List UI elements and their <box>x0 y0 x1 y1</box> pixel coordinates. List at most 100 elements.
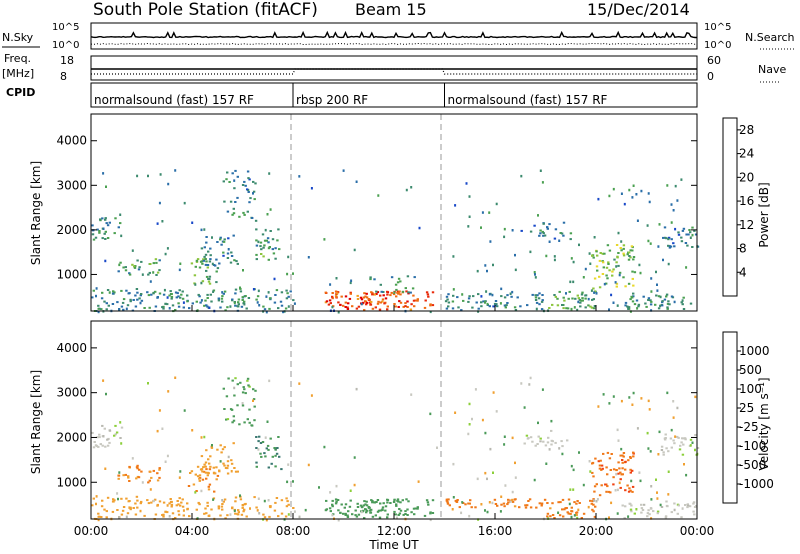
echo-point <box>407 500 410 503</box>
echo-point <box>255 447 258 449</box>
echo-point <box>128 272 131 275</box>
nsky-trace <box>90 30 697 39</box>
echo-point <box>647 299 650 301</box>
echo-point <box>566 307 570 310</box>
echo-point <box>227 237 230 240</box>
echo-point <box>384 297 388 300</box>
y-tick-label: 4000 <box>56 134 87 148</box>
echo-point <box>182 509 185 512</box>
echo-point <box>620 447 623 451</box>
echo-point <box>620 240 623 243</box>
echo-point <box>334 502 338 505</box>
echo-point <box>409 308 413 311</box>
echo-point <box>212 466 215 469</box>
echo-point <box>591 508 594 511</box>
echo-point <box>488 293 491 296</box>
echo-point <box>632 284 635 287</box>
echo-point <box>516 296 519 299</box>
freq-tick-bottom: 8 <box>60 70 67 83</box>
echo-point <box>224 517 227 520</box>
echo-point <box>660 449 664 451</box>
echo-point <box>247 297 251 299</box>
echo-point <box>596 269 599 272</box>
echo-point <box>607 261 610 264</box>
echo-point <box>108 441 111 444</box>
echo-point <box>360 298 364 301</box>
echo-point <box>610 293 613 297</box>
echo-point <box>252 388 255 391</box>
echo-point <box>349 499 352 502</box>
echo-point <box>261 233 265 236</box>
echo-point <box>457 306 460 309</box>
echo-point <box>375 293 378 295</box>
echo-point <box>664 515 668 518</box>
echo-point <box>208 514 211 517</box>
echo-point <box>460 309 463 312</box>
echo-point <box>405 188 408 192</box>
echo-point <box>673 502 676 505</box>
echo-point <box>335 484 338 488</box>
echo-point <box>647 399 650 403</box>
echo-point <box>605 466 608 469</box>
echo-point <box>503 304 507 307</box>
echo-point <box>452 255 455 258</box>
echo-point <box>161 220 164 223</box>
echo-point <box>203 463 206 466</box>
echo-point <box>246 418 249 421</box>
echo-point <box>560 232 564 235</box>
echo-point <box>143 514 146 517</box>
echo-point <box>494 304 497 307</box>
echo-point <box>614 489 617 492</box>
echo-point <box>273 301 277 304</box>
echo-point <box>106 224 110 227</box>
echo-point <box>196 309 199 312</box>
echo-point <box>592 475 595 478</box>
echo-point <box>216 474 220 477</box>
echo-point <box>240 305 244 308</box>
echo-point <box>336 292 339 295</box>
echo-point <box>617 231 620 235</box>
echo-point <box>393 510 396 513</box>
echo-point <box>492 391 495 394</box>
colorbar-tick-label: 16 <box>739 194 754 208</box>
echo-point <box>584 267 587 271</box>
echo-point <box>436 446 438 449</box>
echo-point <box>393 291 396 294</box>
echo-point <box>126 512 130 515</box>
echo-point <box>413 305 416 308</box>
echo-point <box>190 262 194 265</box>
echo-point <box>272 252 276 255</box>
echo-point <box>344 301 347 304</box>
echo-point <box>549 515 552 518</box>
echo-point <box>119 261 122 264</box>
echo-point <box>589 262 592 265</box>
echo-point <box>551 502 554 505</box>
echo-point <box>593 499 596 502</box>
echo-point <box>166 504 169 507</box>
echo-point <box>619 247 622 249</box>
echo-point <box>621 454 624 457</box>
echo-point <box>259 241 263 244</box>
echo-point <box>615 285 618 288</box>
echo-point <box>222 180 225 183</box>
echo-point <box>371 515 375 518</box>
echo-point <box>323 445 326 449</box>
echo-point <box>234 169 237 172</box>
echo-point <box>612 187 615 191</box>
echo-point <box>125 497 128 500</box>
echo-point <box>111 500 115 503</box>
echo-point <box>146 499 149 502</box>
echo-point <box>397 291 400 294</box>
echo-point <box>606 485 609 488</box>
echo-point <box>278 455 281 458</box>
echo-point <box>534 273 536 276</box>
echo-point <box>226 460 230 463</box>
echo-point <box>581 299 584 302</box>
echo-point <box>563 508 566 511</box>
echo-point <box>134 305 138 308</box>
cpid-segment-label: rbsp 200 RF <box>296 93 368 107</box>
date-label: 15/Dec/2014 <box>587 0 690 19</box>
echo-point <box>423 514 427 517</box>
power-colorbar-label: Power [dB] <box>757 182 771 247</box>
echo-point <box>246 379 249 382</box>
